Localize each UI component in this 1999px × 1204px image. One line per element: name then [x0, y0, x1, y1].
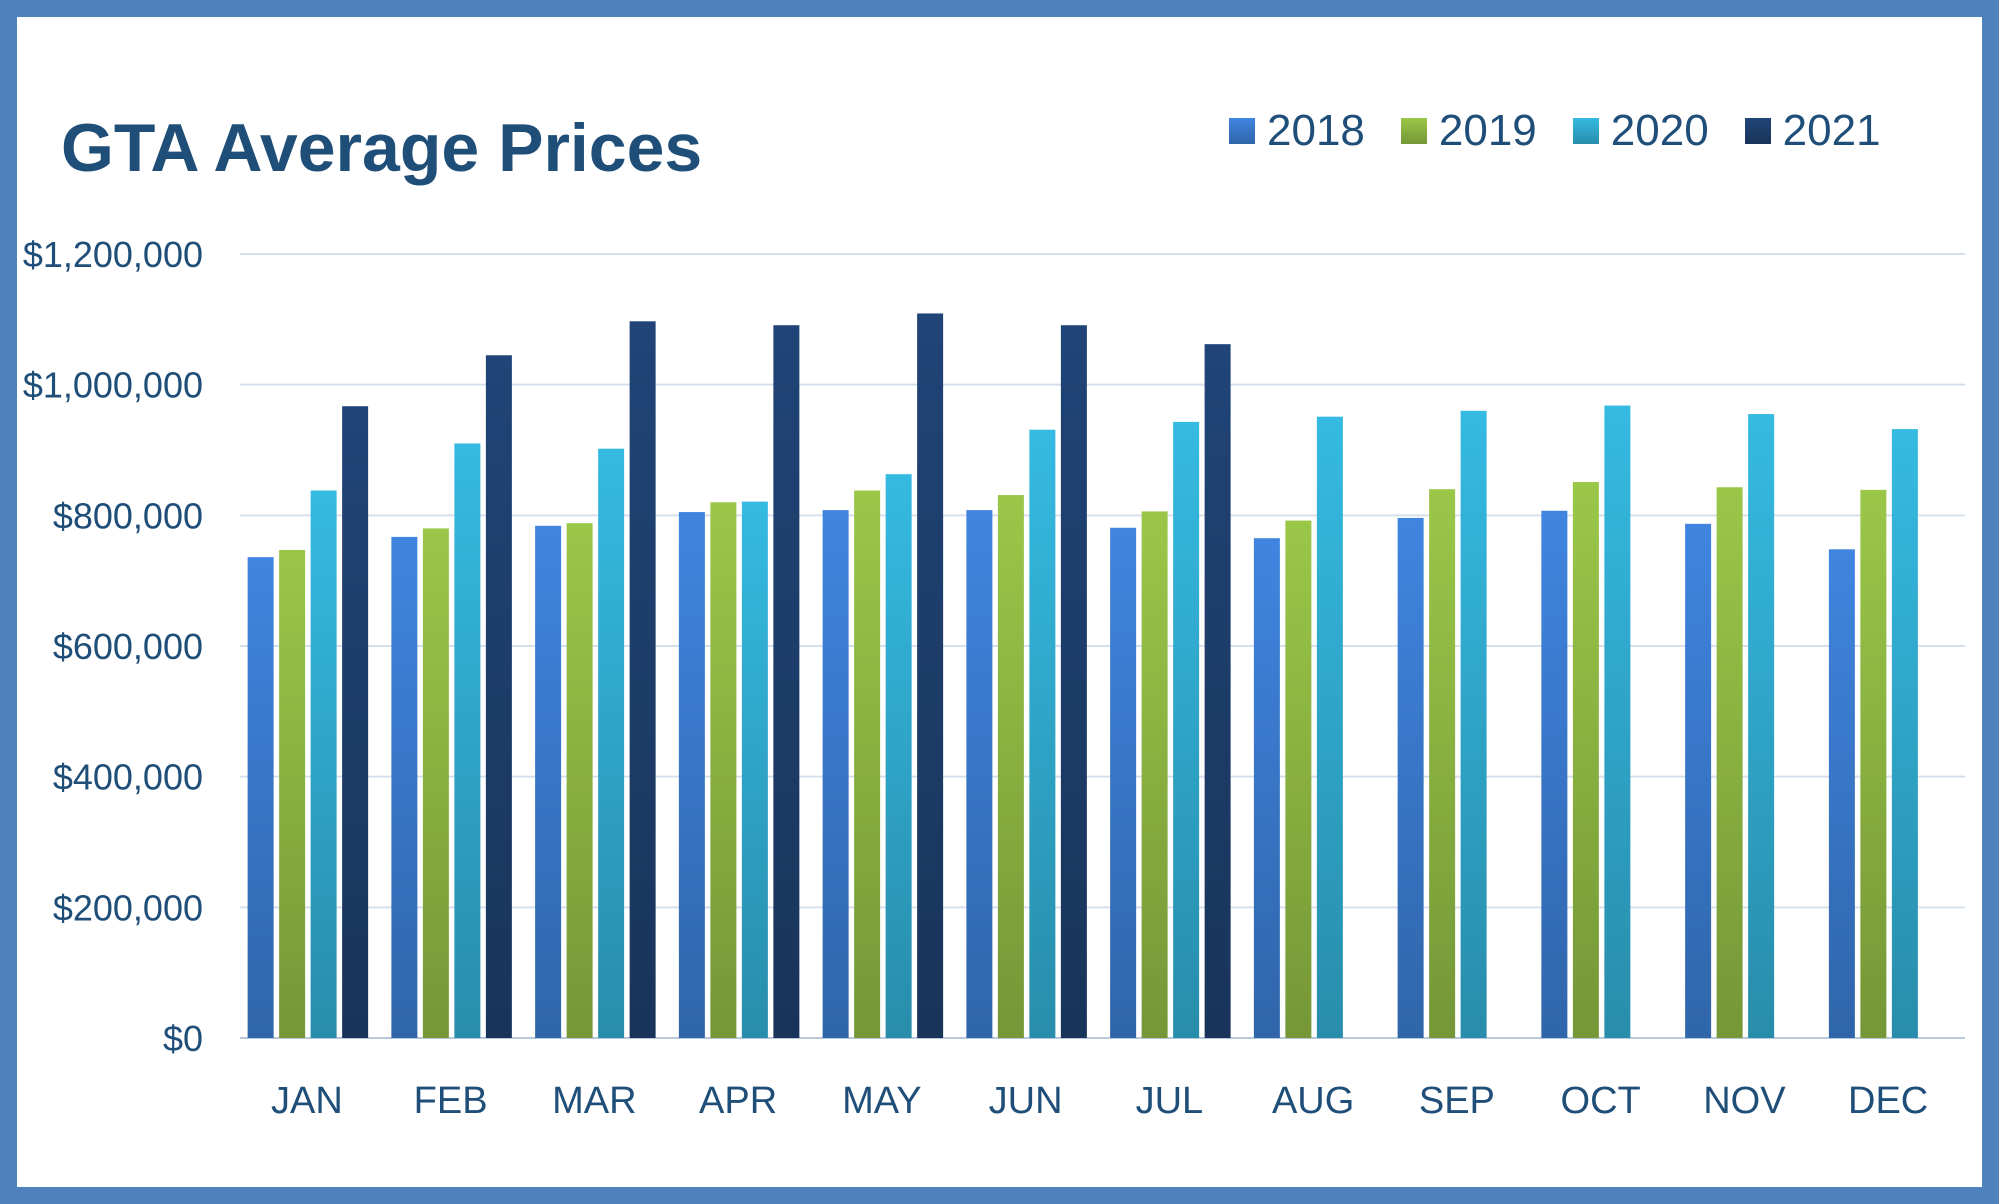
- y-tick-label: $600,000: [53, 626, 203, 667]
- legend-label: 2018: [1267, 106, 1365, 155]
- bar-2019-jan: [279, 549, 306, 1038]
- bar-2018-mar: [535, 525, 562, 1038]
- legend-swatch: [1229, 118, 1255, 144]
- chart-title: GTA Average Prices: [61, 110, 703, 186]
- bar-2019-dec: [1860, 489, 1887, 1038]
- y-tick-label: $200,000: [53, 887, 203, 928]
- y-tick-label: $0: [163, 1018, 203, 1059]
- y-tick-label: $400,000: [53, 757, 203, 798]
- x-axis-categories: JAN FEB MAR APR MAY JUN JUL AUG SEP OCT NOV DEC: [271, 1080, 1928, 1122]
- bar-2020-mar: [598, 448, 625, 1038]
- legend-item-2018: 2018: [1229, 106, 1365, 156]
- bar-2018-aug: [1253, 538, 1280, 1038]
- bar-2018-nov: [1685, 523, 1712, 1038]
- legend-item-2020: 2020: [1572, 106, 1709, 156]
- bar-2021-apr: [773, 325, 800, 1038]
- bar-2018-apr: [678, 512, 705, 1038]
- x-category-label: DEC: [1848, 1080, 1928, 1122]
- bar-2021-jul: [1204, 344, 1231, 1038]
- bar-2020-feb: [454, 443, 481, 1038]
- x-category-label: FEB: [414, 1080, 488, 1122]
- bar-2021-jan: [342, 406, 369, 1038]
- bar-2018-jun: [966, 510, 993, 1038]
- x-category-label: MAY: [842, 1080, 922, 1122]
- bar-2018-jul: [1110, 527, 1137, 1038]
- chart-legend: 2018 2019 2020 2021: [1229, 103, 1881, 159]
- bar-2018-feb: [391, 536, 418, 1038]
- bar-2020-apr: [741, 501, 768, 1038]
- bar-2020-jul: [1173, 421, 1200, 1038]
- bar-2018-jan: [247, 557, 274, 1038]
- y-tick-label: $1,000,000: [23, 365, 203, 406]
- bar-2020-jun: [1029, 429, 1056, 1038]
- bar-2020-nov: [1748, 414, 1775, 1039]
- x-category-label: JUN: [989, 1080, 1063, 1122]
- bar-2019-may: [854, 490, 881, 1038]
- x-category-label: OCT: [1561, 1080, 1641, 1122]
- legend-label: 2019: [1438, 106, 1537, 155]
- bar-2020-may: [885, 474, 912, 1038]
- bar-2021-feb: [485, 355, 512, 1038]
- bar-2019-jun: [997, 495, 1024, 1039]
- bar-2019-mar: [566, 523, 593, 1038]
- y-tick-label: $800,000: [53, 495, 203, 536]
- bar-2020-oct: [1604, 405, 1631, 1038]
- x-category-label: JUL: [1136, 1080, 1204, 1122]
- bar-2018-dec: [1828, 549, 1855, 1038]
- bar-2019-sep: [1429, 489, 1456, 1038]
- bar-2019-nov: [1716, 487, 1743, 1038]
- legend-swatch: [1744, 118, 1771, 144]
- bar-2021-mar: [629, 321, 656, 1038]
- bar-2020-jan: [310, 490, 337, 1038]
- bar-2019-oct: [1572, 482, 1599, 1039]
- bar-2021-may: [917, 313, 944, 1038]
- legend-item-2019: 2019: [1400, 106, 1537, 156]
- legend-swatch: [1400, 118, 1427, 144]
- legend-label: 2020: [1610, 106, 1709, 155]
- bar-2021-jun: [1060, 325, 1087, 1038]
- gridlines: [240, 253, 1965, 1039]
- bar-2020-aug: [1316, 416, 1343, 1038]
- y-axis-ticks: $0 $200,000 $400,000 $600,000 $800,000 $1,000…: [23, 234, 203, 1059]
- legend-label: 2021: [1782, 106, 1881, 155]
- x-category-label: MAR: [552, 1080, 636, 1122]
- bar-2019-jul: [1141, 511, 1168, 1038]
- bar-2020-dec: [1891, 429, 1918, 1038]
- y-tick-label: $1,200,000: [23, 234, 203, 275]
- bar-2019-aug: [1285, 520, 1312, 1038]
- bar-2019-apr: [710, 502, 737, 1038]
- x-category-label: AUG: [1272, 1080, 1354, 1122]
- bar-2018-sep: [1397, 517, 1424, 1038]
- bar-2020-sep: [1460, 410, 1487, 1038]
- x-category-label: JAN: [271, 1080, 343, 1122]
- legend-item-2021: 2021: [1744, 106, 1881, 156]
- bar-2018-oct: [1541, 510, 1568, 1038]
- x-category-label: SEP: [1419, 1080, 1495, 1122]
- legend-swatch: [1572, 118, 1599, 144]
- bar-2019-feb: [422, 528, 449, 1038]
- bar-2018-may: [822, 510, 849, 1038]
- x-category-label: APR: [699, 1080, 777, 1122]
- bars: [247, 313, 1918, 1039]
- x-category-label: NOV: [1703, 1080, 1786, 1122]
